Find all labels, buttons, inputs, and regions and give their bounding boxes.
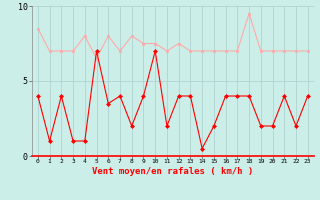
X-axis label: Vent moyen/en rafales ( km/h ): Vent moyen/en rafales ( km/h ): [92, 167, 253, 176]
